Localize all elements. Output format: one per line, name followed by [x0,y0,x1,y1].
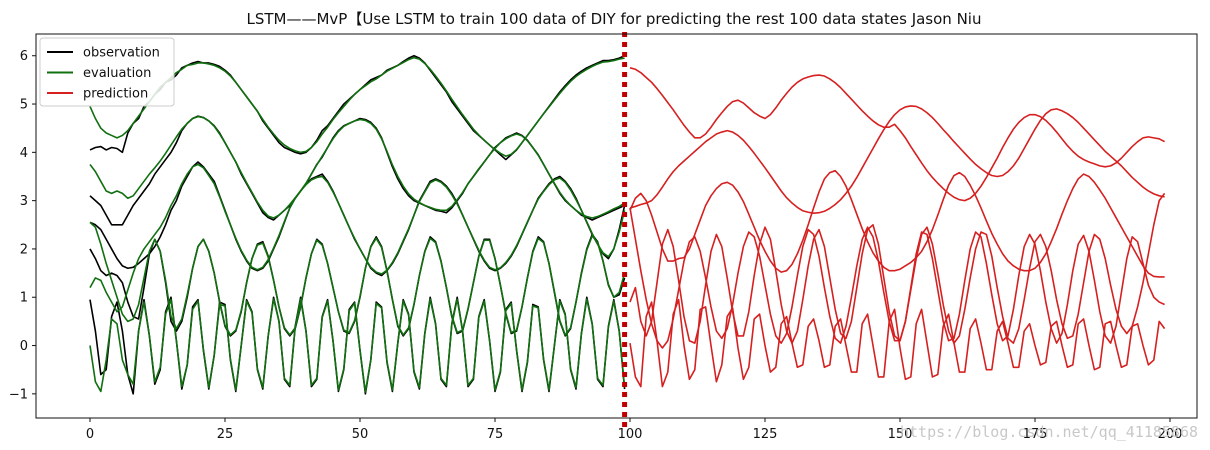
legend-box [39,37,175,107]
y-tick-label: 5 [20,98,28,113]
axes-frame [35,33,1198,419]
y-tick-label: 2 [20,242,28,257]
legend-label-observation: observation [83,46,160,61]
legend-label-prediction: prediction [83,87,148,102]
series-group [89,54,1166,395]
series-line-evaluation-3 [89,163,626,313]
series-line-prediction-6 [629,223,1165,344]
x-tick-label: 75 [487,427,504,442]
legend: observation evaluation prediction [39,37,175,107]
x-tick-label: 25 [217,427,234,442]
series-line-evaluation-4 [89,221,626,336]
x-tick-label: 50 [352,427,369,442]
x-tick-label: 100 [618,427,643,442]
x-tick-label: 175 [1023,427,1048,442]
y-tick-label: −1 [9,387,28,402]
y-tick-label: 3 [20,194,28,209]
chart-title: LSTM——MvP【Use LSTM to train 100 data of … [247,10,982,28]
x-tick-label: 200 [1158,427,1183,442]
series-line-evaluation-5 [89,298,626,393]
ticks-group: 0 25 50 75 100 125 150 175 200 −1 0 1 2 3 4 5 6 [9,49,1183,442]
x-tick-label: 0 [86,427,94,442]
y-tick-label: 6 [20,49,28,64]
series-line-prediction-5 [629,298,1166,388]
series-line-prediction-4 [629,192,1166,349]
series-line-evaluation-1 [89,56,625,157]
y-tick-label: 1 [20,291,28,306]
legend-label-evaluation: evaluation [83,66,151,81]
series-line-prediction-3 [629,169,1165,278]
series-evaluation [89,56,626,393]
series-line-prediction-1 [629,67,1165,202]
x-tick-label: 150 [888,427,913,442]
y-tick-label: 0 [20,339,28,354]
y-tick-label: 4 [20,146,28,161]
watermark: https://blog.csdn.net/qq_41185868 [900,423,1198,441]
series-line-evaluation-2 [89,115,626,219]
series-prediction [629,67,1166,388]
x-tick-label: 125 [753,427,778,442]
series-line-prediction-2 [629,105,1165,214]
series-line-observation-3 [89,161,626,277]
